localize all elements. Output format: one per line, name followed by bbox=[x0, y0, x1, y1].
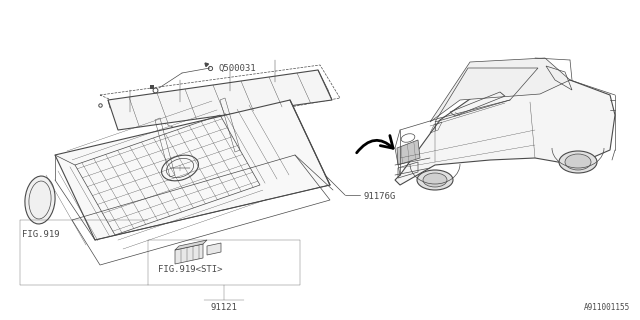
Text: 91121: 91121 bbox=[211, 303, 237, 313]
FancyArrowPatch shape bbox=[356, 136, 393, 153]
Text: FIG.919: FIG.919 bbox=[22, 229, 60, 238]
Ellipse shape bbox=[423, 173, 447, 187]
Text: FIG.919<STI>: FIG.919<STI> bbox=[158, 266, 223, 275]
Ellipse shape bbox=[559, 151, 597, 173]
Polygon shape bbox=[175, 244, 203, 264]
Polygon shape bbox=[55, 100, 330, 240]
Polygon shape bbox=[430, 58, 570, 122]
Text: Q500031: Q500031 bbox=[218, 63, 255, 73]
Polygon shape bbox=[207, 243, 221, 255]
Polygon shape bbox=[108, 70, 332, 130]
Ellipse shape bbox=[417, 170, 453, 190]
Text: 91176G: 91176G bbox=[363, 191, 396, 201]
Polygon shape bbox=[175, 240, 207, 250]
Text: A911001155: A911001155 bbox=[584, 303, 630, 313]
Polygon shape bbox=[397, 140, 420, 165]
Polygon shape bbox=[395, 75, 615, 185]
Ellipse shape bbox=[565, 154, 591, 170]
Ellipse shape bbox=[25, 176, 55, 224]
